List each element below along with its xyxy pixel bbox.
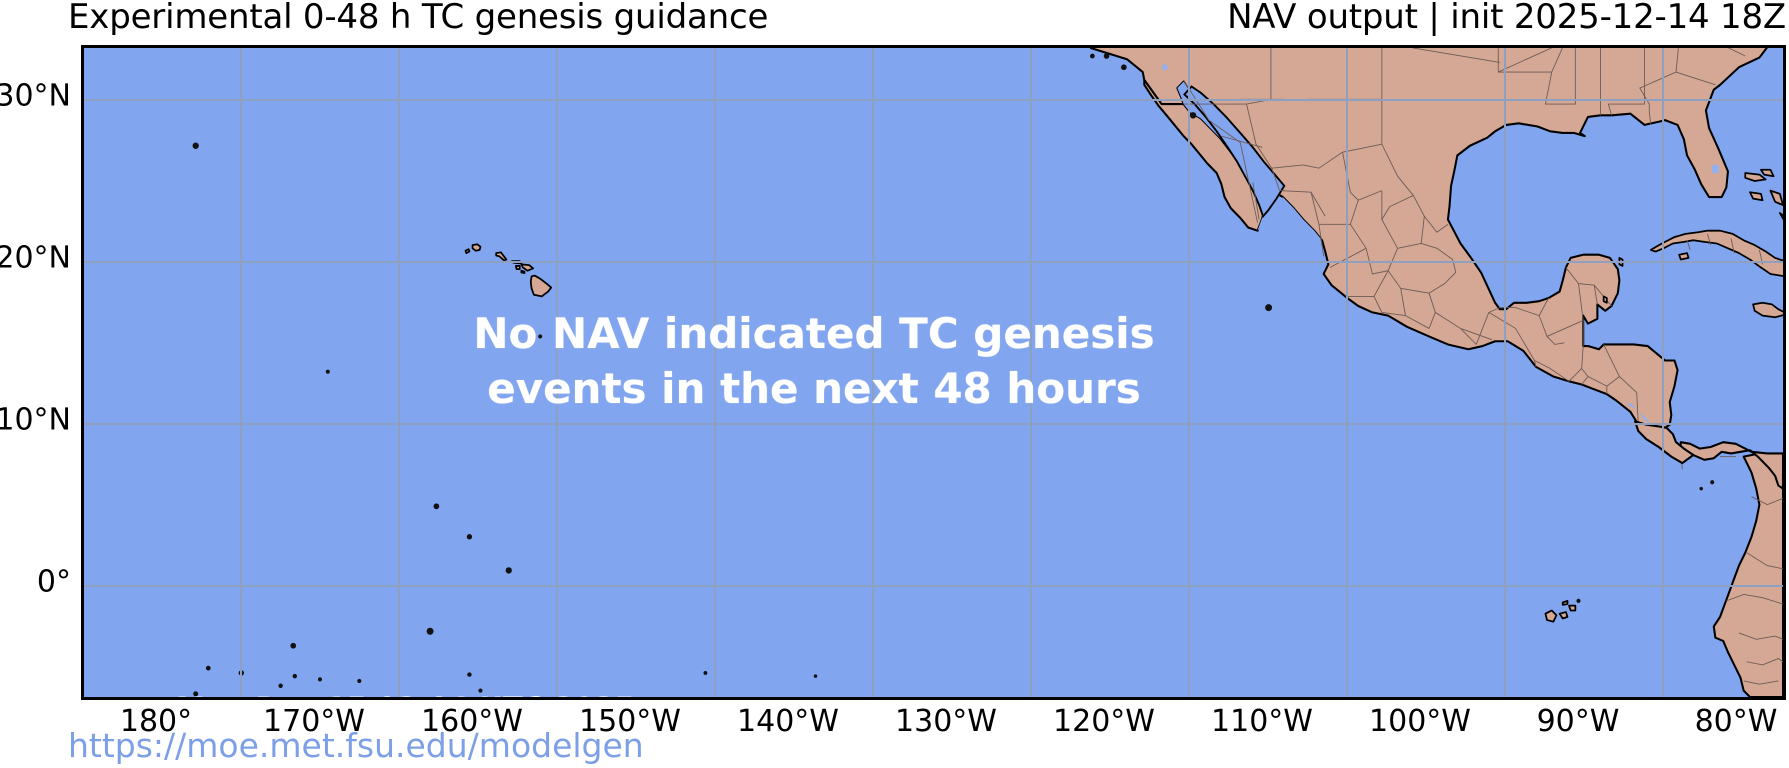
xtick-180: 180° — [119, 704, 193, 739]
xtick-100w: 100°W — [1369, 704, 1471, 739]
source-url-link[interactable]: https://moe.met.fsu.edu/modelgen — [68, 726, 644, 765]
xtick-160w: 160°W — [421, 704, 523, 739]
ytick-10n: 10°N — [0, 402, 71, 438]
ytick-0: 0° — [36, 564, 71, 600]
xtick-150w: 150°W — [579, 704, 681, 739]
xtick-80w: 80°W — [1694, 704, 1778, 739]
xtick-120w: 120°W — [1053, 704, 1155, 739]
model-init-label: NAV output | init 2025-12-14 18Z — [1227, 0, 1786, 37]
map-plot-area[interactable]: .land { fill:#d5a795; stroke:#000000; st… — [81, 45, 1786, 700]
ytick-30n: 30°N — [0, 78, 71, 114]
xtick-110w: 110°W — [1211, 704, 1313, 739]
title-bar: Experimental 0-48 h TC genesis guidance … — [0, 0, 1789, 44]
ytick-20n: 20°N — [0, 240, 71, 276]
xtick-140w: 140°W — [737, 704, 839, 739]
xtick-170w: 170°W — [263, 704, 365, 739]
world-map: .land { fill:#d5a795; stroke:#000000; st… — [84, 48, 1783, 697]
xtick-90w: 90°W — [1536, 704, 1620, 739]
xtick-130w: 130°W — [895, 704, 997, 739]
timestamp-label: Mon Dec 15 02:06 UTC 2025 — [176, 691, 635, 697]
page-title: Experimental 0-48 h TC genesis guidance — [68, 0, 769, 37]
